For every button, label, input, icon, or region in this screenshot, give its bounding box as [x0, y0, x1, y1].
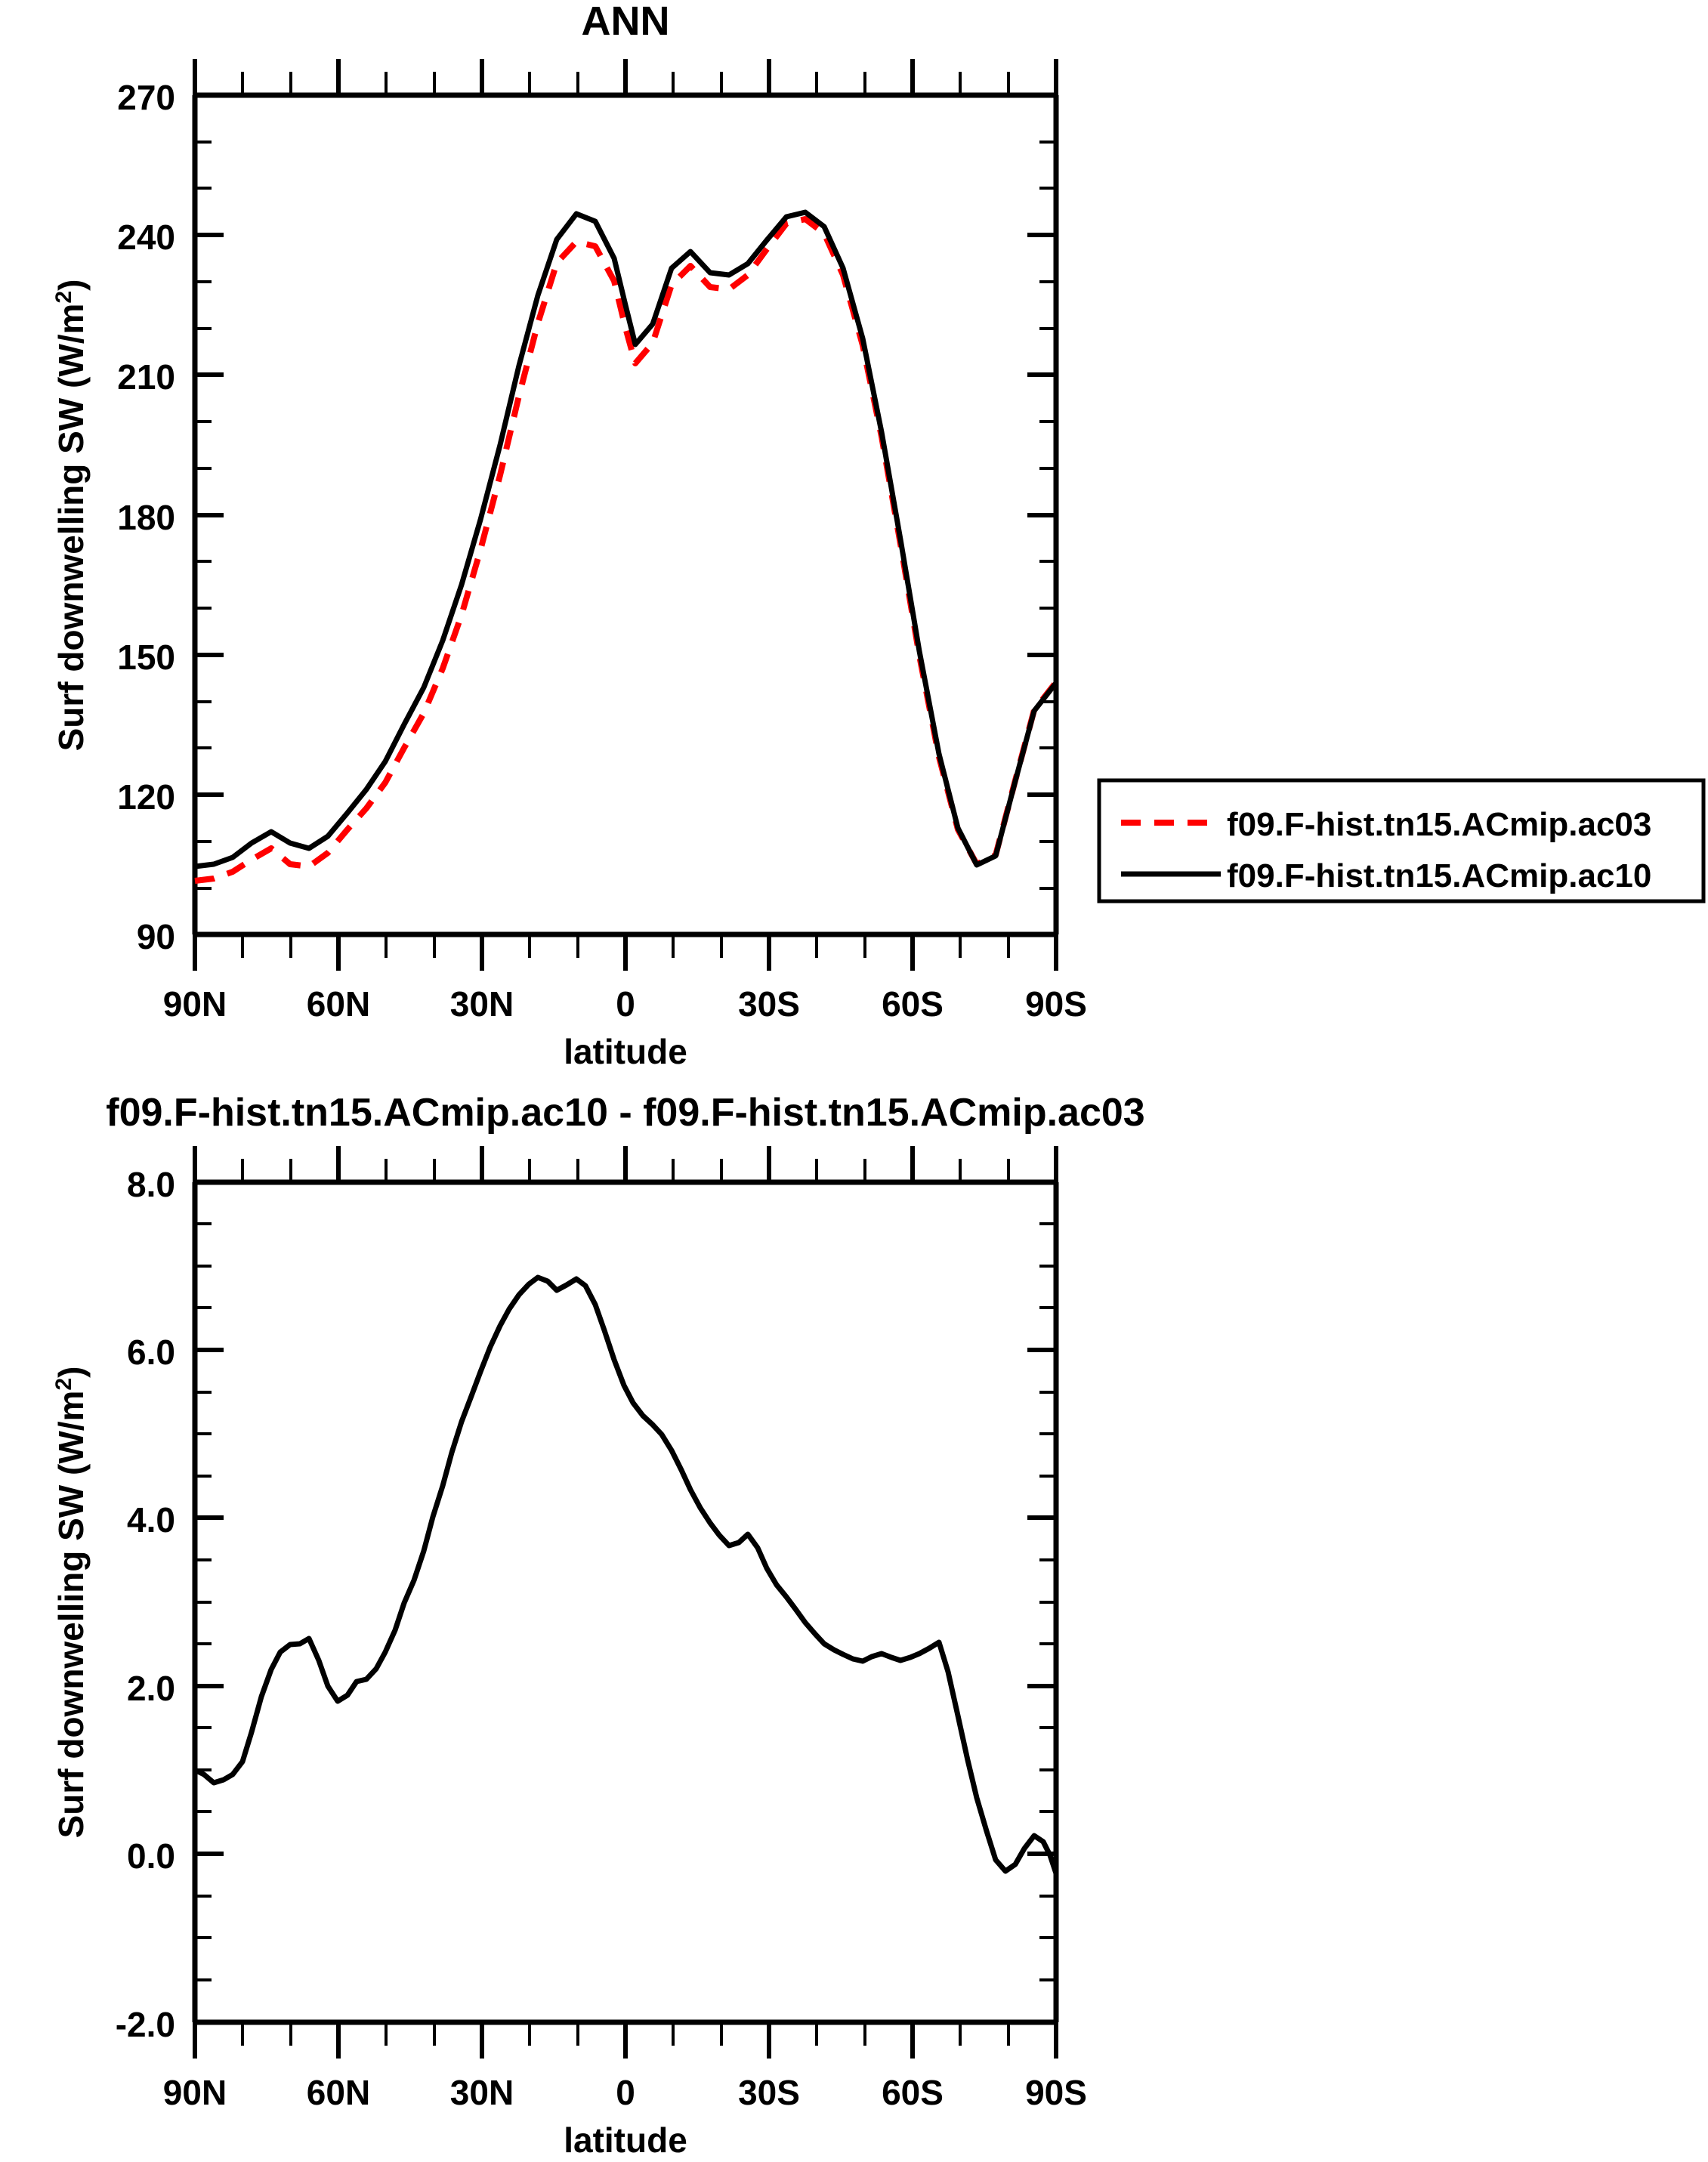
top-x-tick-label: 30N — [450, 984, 514, 1024]
svg-text:Surf downwelling SW (W/m2): Surf downwelling SW (W/m2) — [51, 1367, 91, 1839]
top-y-axis-label-tail: ) — [51, 280, 91, 291]
legend-box — [1097, 778, 1706, 903]
bottom-x-tick-label: 0 — [616, 2073, 635, 2112]
top-x-ticks: 90N 60N 30N 0 30S 60S 90S — [163, 59, 1087, 1024]
bottom-x-tick-label: 90S — [1025, 2073, 1087, 2112]
top-x-tick-label: 90N — [163, 984, 227, 1024]
bottom-panel: 8.0 6.0 4.0 2.0 0.0 -2.0 — [51, 1146, 1087, 2160]
top-x-tick-label: 30S — [738, 984, 800, 1024]
bottom-y-axis-label-main: Surf downwelling SW (W/m — [51, 1391, 91, 1839]
top-panel: ANN 270 240 210 180 150 120 90 — [51, 0, 1087, 1071]
top-y-tick-label: 180 — [117, 498, 175, 537]
bottom-x-tick-label: 90N — [163, 2073, 227, 2112]
top-x-axis-label: latitude — [564, 1032, 687, 1071]
bottom-y-ticks: 8.0 6.0 4.0 2.0 0.0 -2.0 — [116, 1165, 224, 2044]
bottom-y-tick-label: 0.0 — [127, 1836, 175, 1876]
top-panel-title: ANN — [582, 0, 670, 44]
top-x-tick-label: 60S — [882, 984, 944, 1024]
top-y-axis-label-sup: 2 — [51, 291, 76, 304]
top-y-axis-label-main: Surf downwelling SW (W/m — [51, 304, 91, 752]
top-y-axis-label: Surf downwelling SW (W/m2) — [51, 280, 91, 752]
top-x-tick-label: 90S — [1025, 984, 1087, 1024]
top-y-tick-label: 210 — [117, 357, 175, 397]
top-y-right-ticks — [1027, 93, 1056, 937]
bottom-y-axis-label: Surf downwelling SW (W/m2) — [51, 1367, 91, 1839]
series-line-difference — [192, 1274, 1059, 1876]
bottom-y-tick-label: 6.0 — [127, 1333, 175, 1372]
bottom-x-ticks: 90N 60N 30N 0 30S 60S 90S — [163, 1146, 1087, 2112]
top-y-tick-label: 120 — [117, 777, 175, 817]
series-line-ac10 — [192, 209, 1059, 869]
bottom-x-tick-label: 30N — [450, 2073, 514, 2112]
top-y-tick-label: 150 — [117, 638, 175, 677]
top-y-ticks: 270 240 210 180 150 120 90 — [117, 78, 224, 956]
top-y-tick-label: 90 — [137, 917, 175, 956]
top-x-tick-label: 0 — [616, 984, 635, 1024]
top-y-tick-label: 270 — [117, 78, 175, 117]
bottom-x-tick-label: 30S — [738, 2073, 800, 2112]
bottom-y-tick-label: 4.0 — [127, 1500, 175, 1540]
bottom-x-tick-label: 60S — [882, 2073, 944, 2112]
top-y-tick-label: 240 — [117, 218, 175, 257]
bottom-y-tick-label: 2.0 — [127, 1669, 175, 1708]
bottom-x-axis-label: latitude — [564, 2120, 687, 2160]
legend-label-ac03: f09.F-hist.tn15.ACmip.ac03 — [1227, 806, 1651, 843]
bottom-y-tick-label: 8.0 — [127, 1165, 175, 1204]
bottom-x-tick-label: 60N — [307, 2073, 370, 2112]
bottom-y-axis-label-sup: 2 — [51, 1378, 76, 1391]
legend-label-ac10: f09.F-hist.tn15.ACmip.ac10 — [1227, 857, 1651, 894]
svg-text:Surf downwelling SW (W/m2): Surf downwelling SW (W/m2) — [51, 280, 91, 752]
top-x-tick-label: 60N — [307, 984, 370, 1024]
legend: f09.F-hist.tn15.ACmip.ac03 f09.F-hist.tn… — [1097, 778, 1706, 903]
bottom-y-tick-label: -2.0 — [116, 2005, 175, 2044]
bottom-y-axis-label-tail: ) — [51, 1367, 91, 1378]
series-line-ac03 — [194, 216, 1059, 884]
bottom-y-right-ticks — [1027, 1180, 1056, 2025]
difference-subtitle: f09.F-hist.tn15.ACmip.ac10 - f09.F-hist.… — [106, 1091, 1144, 1135]
